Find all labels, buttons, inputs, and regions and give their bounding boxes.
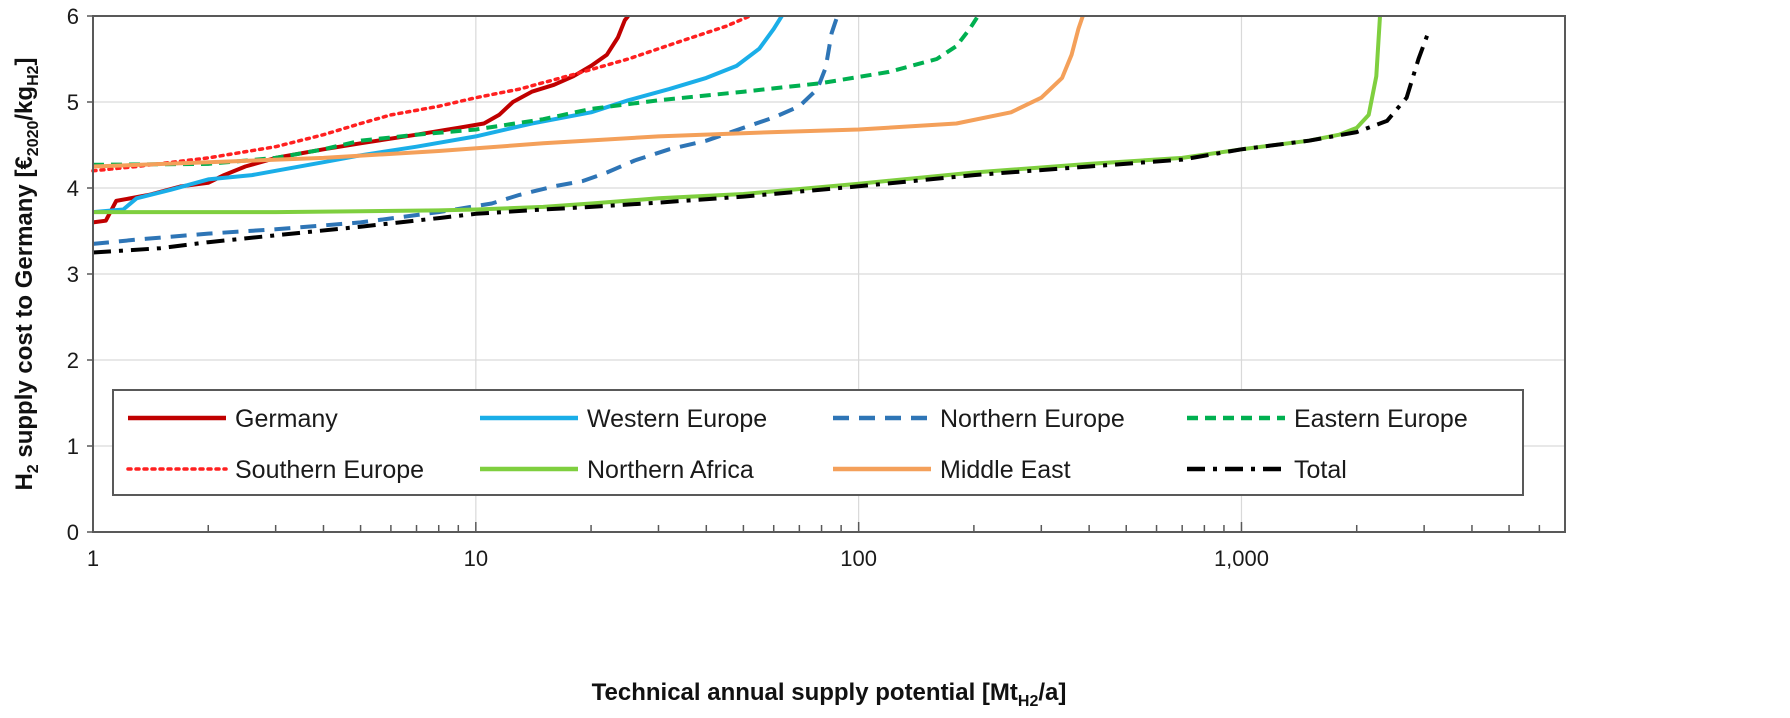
y-tick-label: 3 — [67, 262, 79, 287]
legend-box — [112, 389, 1524, 496]
x-tick-label: 100 — [840, 546, 877, 571]
series-line-western-europe — [92, 14, 784, 215]
legend-item-middle-east: Middle East — [833, 456, 1071, 484]
x-tick-label: 1 — [87, 546, 99, 571]
x-tick-label: 10 — [464, 546, 488, 571]
series-line-southern-europe — [91, 14, 752, 173]
legend-item-total: Total — [1187, 456, 1347, 484]
series-lines — [91, 14, 1432, 255]
legend-label: Germany — [235, 405, 338, 433]
legend-item-southern-europe: Southern Europe — [126, 456, 424, 484]
series-line-northern-europe — [92, 15, 840, 246]
y-tick-label: 4 — [67, 176, 79, 201]
x-tick-label: 1,000 — [1214, 546, 1269, 571]
y-tick-label: 0 — [67, 520, 79, 545]
legend-label: Middle East — [940, 456, 1071, 484]
legend-item-germany: Germany — [128, 405, 338, 433]
series-line-northern-africa — [93, 15, 1382, 215]
legend-item-eastern-europe: Eastern Europe — [1187, 405, 1468, 433]
y-tick-label: 5 — [67, 90, 79, 115]
legend-label: Total — [1294, 456, 1347, 484]
legend-label: Eastern Europe — [1294, 405, 1468, 433]
legend-label: Northern Africa — [587, 456, 754, 484]
y-tick-label: 2 — [67, 348, 79, 373]
x-axis-title: Technical annual supply potential [MtH2/… — [592, 679, 1067, 710]
y-axis-title: H2 supply cost to Germany [€2020/kgH2] — [11, 57, 42, 490]
y-tick-label: 6 — [67, 4, 79, 29]
series-line-total — [92, 28, 1432, 255]
legend: Germany Western Europe Northern Europe East… — [112, 389, 1524, 496]
y-tick-label: 1 — [67, 434, 79, 459]
legend-item-western-europe: Western Europe — [480, 405, 767, 433]
plot-area-border — [92, 15, 1566, 533]
legend-item-northern-africa: Northern Africa — [480, 456, 754, 484]
series-line-middle-east — [92, 15, 1085, 169]
legend-label: Southern Europe — [235, 456, 424, 484]
legend-item-northern-europe: Northern Europe — [833, 405, 1125, 433]
legend-label: Western Europe — [587, 405, 767, 433]
legend-label: Northern Europe — [940, 405, 1125, 433]
